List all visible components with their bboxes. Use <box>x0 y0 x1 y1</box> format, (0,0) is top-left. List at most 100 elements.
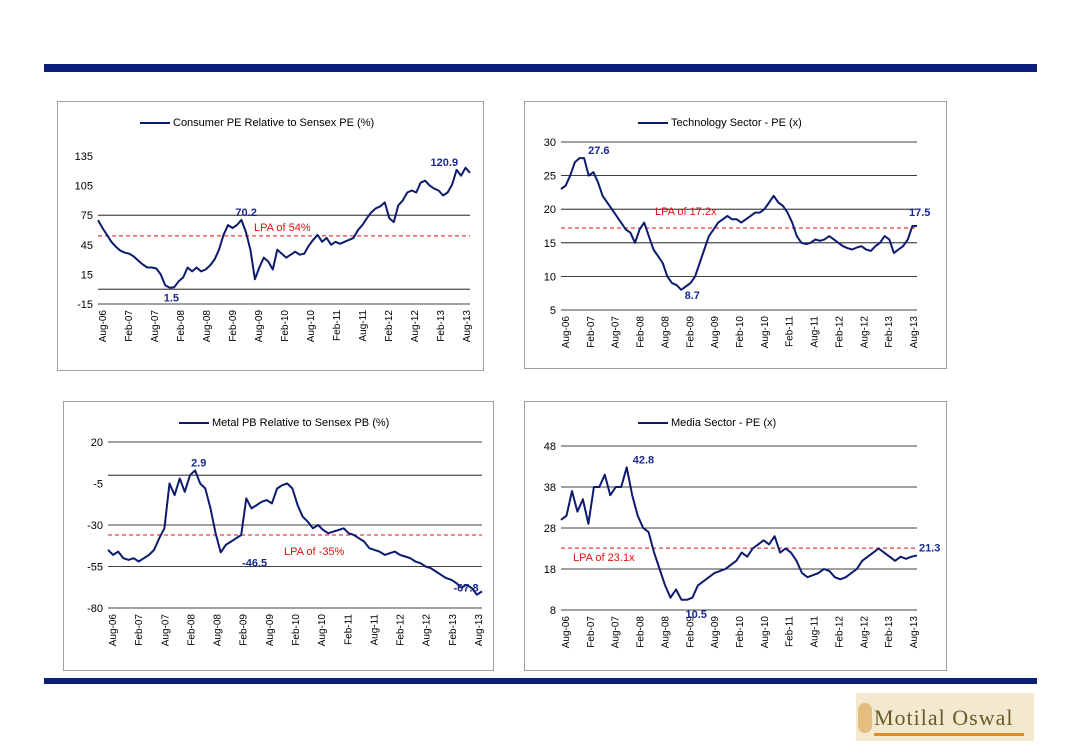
x-tick-label: Aug-08 <box>660 616 671 649</box>
data-label: 70.2 <box>235 207 256 219</box>
x-tick-label: Aug-11 <box>369 614 380 646</box>
data-label: 17.5 <box>909 207 930 219</box>
x-tick-label: Aug-09 <box>710 316 721 349</box>
lpa-label: LPA of 54% <box>254 222 311 234</box>
x-tick-label: Feb-07 <box>586 316 597 348</box>
x-tick-label: Feb-07 <box>586 616 597 648</box>
x-tick-label: Feb-09 <box>685 316 696 348</box>
legend-line-swatch <box>638 122 668 125</box>
data-label: 27.6 <box>588 145 609 157</box>
consumer-pe-chart: 135 105 75 45 15 -15 Aug-06 Feb-07 Aug-07 Feb-08 A… <box>75 151 473 343</box>
x-tick-label: Aug-12 <box>410 310 421 343</box>
x-tick-label: Feb-13 <box>884 616 895 648</box>
legend-line-swatch <box>140 122 170 125</box>
legend-label: Consumer PE Relative to Sensex PE (%) <box>173 117 375 129</box>
y-tick-label: 20 <box>544 204 556 216</box>
y-tick-label: 75 <box>81 210 93 222</box>
y-tick-label: 45 <box>81 240 93 252</box>
x-tick-label: Aug-09 <box>254 310 265 343</box>
y-tick-label: 135 <box>75 151 93 163</box>
y-tick-label: 15 <box>81 269 93 281</box>
x-tick-label: Feb-09 <box>685 616 696 648</box>
x-tick-label: Aug-08 <box>202 310 213 343</box>
x-tick-label: Aug-12 <box>859 316 870 349</box>
y-tick-label: -15 <box>77 299 93 311</box>
legend-line-swatch <box>179 422 209 425</box>
x-tick-label: Aug-08 <box>660 316 671 349</box>
x-tick-label: Aug-13 <box>909 616 920 649</box>
chart-legend: Technology Sector - PE (x) <box>638 117 802 129</box>
lpa-label: LPA of -35% <box>284 546 345 558</box>
metal-pb-chart: 20 -5 -30 -55 -80 Aug-06 Feb-07 Aug-07 Feb-08 Aug… <box>87 437 485 647</box>
x-tick-label: Aug-07 <box>160 614 171 647</box>
legend-label: Technology Sector - PE (x) <box>671 117 802 129</box>
legend-label: Metal PB Relative to Sensex PB (%) <box>212 417 390 429</box>
data-label: 21.3 <box>919 542 940 554</box>
x-tick-label: Feb-10 <box>735 316 746 348</box>
x-tick-label: Aug-09 <box>265 614 276 647</box>
x-tick-label: Aug-06 <box>98 310 109 343</box>
legend-label: Media Sector - PE (x) <box>671 417 777 429</box>
x-tick-label: Aug-06 <box>561 616 572 649</box>
x-tick-label: Aug-07 <box>150 310 161 343</box>
x-tick-label: Aug-10 <box>760 616 771 649</box>
x-tick-label: Aug-06 <box>561 316 572 349</box>
x-tick-label: Aug-07 <box>611 616 622 649</box>
lpa-label: LPA of 17.2x <box>655 206 717 218</box>
x-tick-label: Feb-07 <box>134 614 145 646</box>
x-tick-label: Feb-12 <box>834 616 845 648</box>
x-tick-label: Feb-12 <box>384 310 395 342</box>
chart-legend: Media Sector - PE (x) <box>638 417 776 429</box>
x-tick-label: Feb-08 <box>636 616 647 648</box>
data-label: 2.9 <box>191 457 206 469</box>
logo-emblem-icon <box>858 703 872 733</box>
y-tick-label: -55 <box>87 562 103 574</box>
x-tick-label: Feb-13 <box>448 614 459 646</box>
x-tick-label: Aug-07 <box>611 316 622 349</box>
top-rule <box>44 64 1037 72</box>
y-tick-label: 38 <box>544 482 556 494</box>
x-tick-label: Aug-06 <box>108 614 119 647</box>
x-tick-label: Feb-13 <box>884 316 895 348</box>
y-tick-label: 8 <box>550 605 556 617</box>
x-tick-label: Feb-10 <box>291 614 302 646</box>
x-tick-label: Feb-10 <box>735 616 746 648</box>
x-tick-label: Feb-11 <box>785 316 796 347</box>
x-tick-label: Aug-13 <box>474 614 485 647</box>
x-tick-label: Feb-11 <box>332 310 343 341</box>
series-line <box>560 157 917 291</box>
technology-pe-chart-panel: Technology Sector - PE (x) 30 25 20 15 10 5 Au… <box>524 101 947 369</box>
x-tick-label: Feb-12 <box>396 614 407 646</box>
y-tick-label: 105 <box>75 181 93 193</box>
x-tick-label: Aug-10 <box>760 316 771 349</box>
x-tick-label: Feb-11 <box>785 616 796 647</box>
company-logo: Motilal Oswal <box>856 693 1034 741</box>
x-tick-label: Feb-08 <box>176 310 187 342</box>
logo-underline <box>874 733 1024 736</box>
y-tick-label: 48 <box>544 441 556 453</box>
data-label: 10.5 <box>685 609 706 621</box>
y-tick-label: 10 <box>544 271 556 283</box>
x-tick-label: Feb-07 <box>124 310 135 342</box>
x-tick-label: Feb-08 <box>636 316 647 348</box>
x-tick-label: Feb-13 <box>436 310 447 342</box>
technology-pe-chart: 30 25 20 15 10 5 Aug-06 Feb-07 Aug-07 Feb-08 Aug-0… <box>544 137 931 349</box>
metal-pb-chart-panel: Metal PB Relative to Sensex PB (%) 20 -5 -… <box>63 401 494 671</box>
x-tick-label: Feb-09 <box>228 310 239 342</box>
x-tick-label: Aug-11 <box>810 316 821 348</box>
lpa-label: LPA of 23.1x <box>573 552 635 564</box>
media-pe-chart-panel: Media Sector - PE (x) 48 38 28 18 8 Aug-06 Feb… <box>524 401 947 671</box>
y-tick-label: 25 <box>544 171 556 183</box>
x-tick-label: Aug-13 <box>462 310 473 343</box>
x-tick-label: Aug-10 <box>317 614 328 647</box>
data-label: -46.5 <box>242 557 267 569</box>
x-tick-label: Aug-11 <box>810 616 821 648</box>
y-tick-label: 18 <box>544 564 556 576</box>
logo-text: Motilal Oswal <box>874 705 1014 730</box>
consumer-pe-chart-panel: Consumer PE Relative to Sensex PE (%) 13… <box>57 101 484 371</box>
data-label: 8.7 <box>685 290 700 302</box>
y-tick-label: 15 <box>544 238 556 250</box>
bottom-rule <box>44 678 1037 684</box>
y-tick-label: 20 <box>91 437 103 449</box>
series-line <box>107 469 483 596</box>
